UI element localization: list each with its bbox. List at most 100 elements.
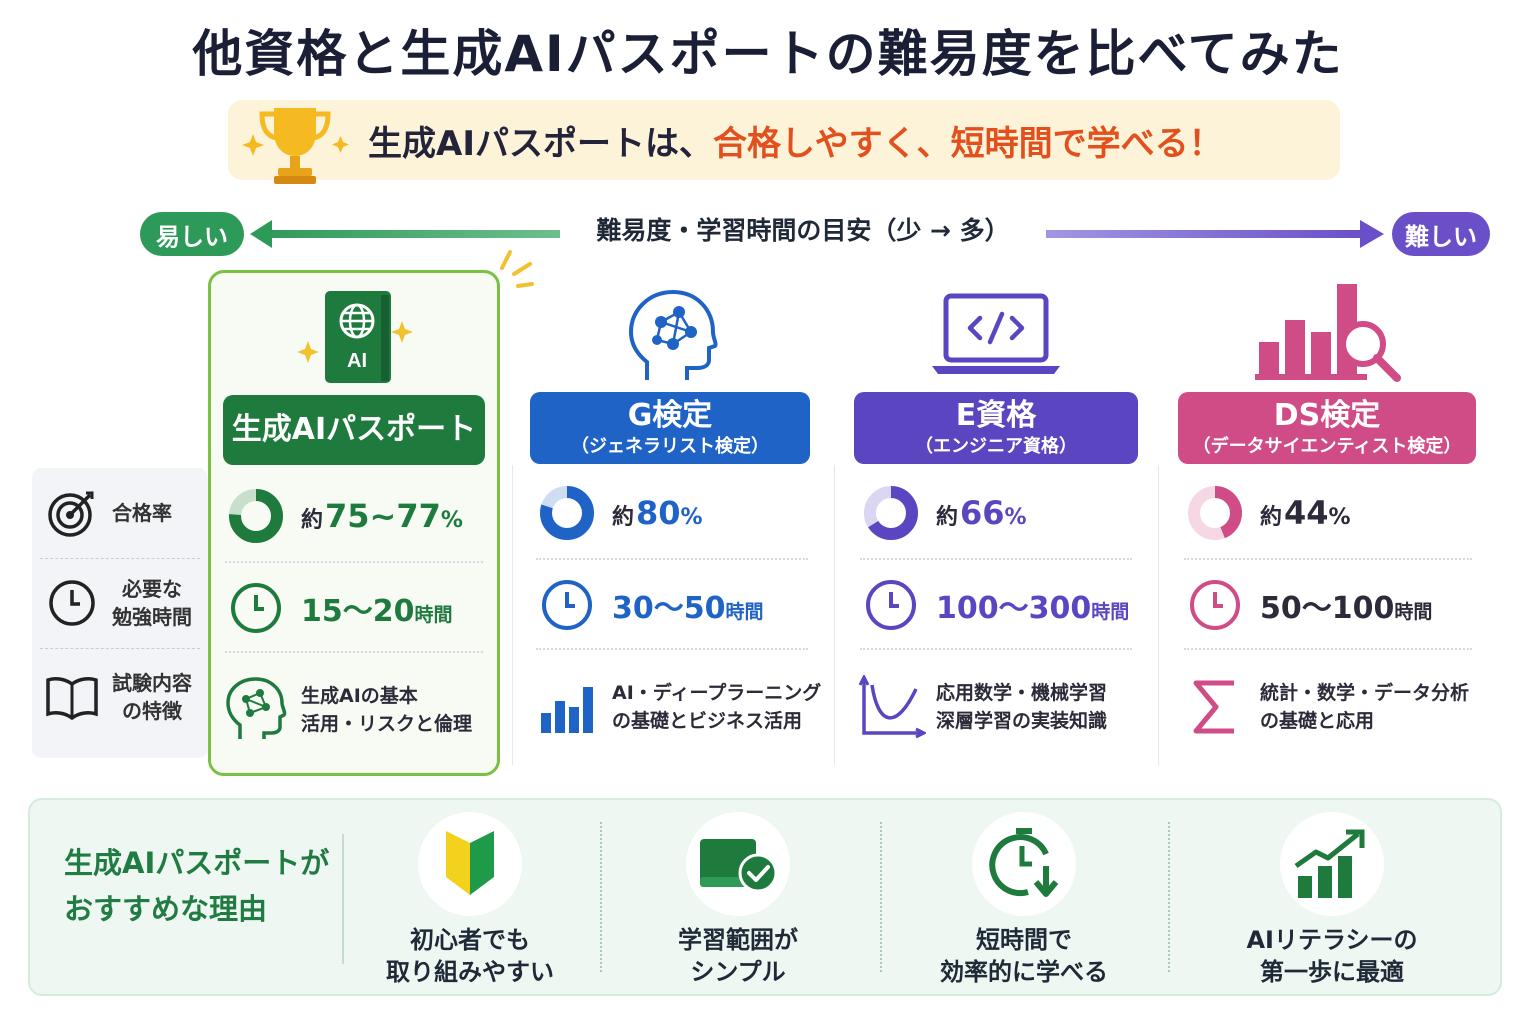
pass-rate-unit: % [1328,505,1351,530]
row-label-text: 合格率 [112,501,172,525]
column-ds-kentei: DS検定 （データサイエンティスト検定） 約44% 50～100時間 統計・数学… [1170,270,1486,776]
feature-line: 生成AIの基本 [301,685,418,707]
qualification-subtitle: （データサイエンティスト検定） [1192,436,1462,457]
reasons-title: 生成AIパスポートが おすすめな理由 [64,840,329,932]
column-header: G検定 （ジェネラリスト検定） [530,392,810,464]
feature-line: の基礎と応用 [1260,710,1375,732]
bar-chart-icon [541,687,593,733]
column-header: E資格 （エンジニア資格） [854,392,1138,464]
column-ai-passport: AI 生成AIパスポート 約75~77% 15～20時間 [208,270,500,776]
feature-line: の基礎とビジネス活用 [612,710,803,732]
donut-fill [229,489,283,543]
clock-icon [1190,580,1240,630]
page-title: 他資格と生成AIパスポートの難易度を比べてみた [192,25,1344,83]
svg-text:AI: AI [347,350,367,372]
reason-item: 学習範囲が シンプル [608,812,868,988]
reasons-title-line: おすすめな理由 [64,892,268,926]
pass-rate-unit: % [440,508,463,533]
pass-rate-cell: 約66% [846,468,1146,558]
book-check-icon [700,839,778,893]
column-header: DS検定 （データサイエンティスト検定） [1178,392,1476,464]
pass-rate-value: 80 [636,494,681,532]
sigma-icon [1193,680,1234,734]
pass-rate-unit: % [1004,505,1027,530]
donut-fill [540,486,594,540]
donut-fill [1188,486,1242,540]
study-hours-value: 50～100 [1260,591,1395,626]
row-label-content: 試験内容 の特徴 [32,652,208,742]
feature-cell: 統計・数学・データ分析 の基礎と応用 [1170,652,1486,762]
study-hours-cell: 100～300時間 [846,560,1146,650]
open-book-icon [46,677,98,720]
row-label-text: 勉強時間 [112,605,192,629]
row-labels: 合格率 必要な 勉強時間 試験内容 の特徴 [32,468,208,758]
study-hours-value: 15～20 [301,594,415,629]
column-e-shikaku: E資格 （エンジニア資格） 約66% 100～300時間 応用 [846,270,1146,776]
pass-rate-prefix: 約 [301,508,324,533]
qualification-name: DS検定 [1273,398,1381,433]
reason-text: AIリテラシーの [1246,926,1418,954]
reason-text: 初心者でも [410,926,530,954]
feature-cell: 応用数学・機械学習 深層学習の実装知識 [846,652,1146,762]
row-label-study-time: 必要な 勉強時間 [32,558,208,648]
study-hours-cell: 30～50時間 [522,560,822,650]
curve-graph-icon [858,675,926,739]
column-header: 生成AIパスポート [223,395,485,465]
reason-text: 第一歩に最適 [1260,958,1404,986]
banner-prefix: 生成AIパスポートは、 [368,123,713,164]
qualification-subtitle: （ジェネラリスト検定） [571,436,769,457]
pass-rate-donut [864,486,918,540]
donut-fill [864,486,918,540]
clock-icon [49,580,95,626]
brain-network-icon [628,289,718,380]
row-label-text: の特徴 [122,699,182,723]
qualification-name: E資格 [955,398,1037,433]
pass-rate-prefix: 約 [936,505,959,530]
reason-item: 短時間で 効率的に学べる [894,812,1154,988]
pass-rate-donut [1188,486,1242,540]
pass-rate-cell: 約75~77% [211,471,497,561]
reason-text: 効率的に学べる [940,958,1108,986]
reason-item: AIリテラシーの 第一歩に最適 [1202,812,1462,988]
scale-easy-badge: 易しい [140,212,244,256]
reasons-title-line: 生成AIパスポートが [64,846,330,880]
target-icon [48,491,94,537]
column-g-kentei: G検定 （ジェネラリスト検定） 約80% 30～50時間 [522,270,822,776]
chart-magnifier-icon [1255,284,1401,382]
row-label-pass-rate: 合格率 [32,468,208,558]
reasons-panel: 生成AIパスポートが おすすめな理由 初心者でも 取り組みやすい 学習範囲が [28,798,1502,996]
clock-icon [231,583,281,633]
study-hours-cell: 50～100時間 [1170,560,1486,650]
pass-rate-donut [229,489,283,543]
feature-cell: 生成AIの基本 活用・リスクと倫理 [211,655,497,765]
feature-line: 活用・リスクと倫理 [301,713,473,735]
study-hours-unit: 時間 [414,604,453,626]
pass-rate-value: 75~77 [325,497,441,535]
ai-head-icon [226,677,287,739]
passport-ai-icon: AI [297,291,413,383]
trophy-icon [242,108,349,184]
row-label-text: 必要な [122,577,182,601]
banner-highlight: 合格しやすく、短時間で学べる！ [712,123,1223,164]
pass-rate-value: 44 [1284,494,1329,532]
scale-hard-badge: 難しい [1392,212,1490,256]
scale-label: 難易度・学習時間の目安（少 → 多） [560,212,1046,250]
feature-line: 深層学習の実装知識 [936,710,1108,732]
pass-rate-prefix: 約 [612,505,635,530]
study-hours-value: 30～50 [612,591,726,626]
reason-text: 学習範囲が [678,926,798,954]
reason-text: 短時間で [976,926,1072,954]
beginner-mark-icon [446,831,494,895]
row-label-text: 試験内容 [112,671,192,695]
reason-text: 取り組みやすい [386,958,554,986]
study-hours-value: 100～300 [936,591,1092,626]
feature-cell: AI・ディープラーニング の基礎とビジネス活用 [522,652,822,762]
clock-icon [542,580,592,630]
feature-line: 応用数学・機械学習 [936,682,1108,704]
study-hours-unit: 時間 [1091,601,1130,623]
study-hours-unit: 時間 [1394,601,1433,623]
pass-rate-value: 66 [960,494,1005,532]
clock-down-icon [989,828,1059,897]
study-hours-cell: 15～20時間 [211,563,497,653]
reason-text: シンプル [690,958,786,986]
